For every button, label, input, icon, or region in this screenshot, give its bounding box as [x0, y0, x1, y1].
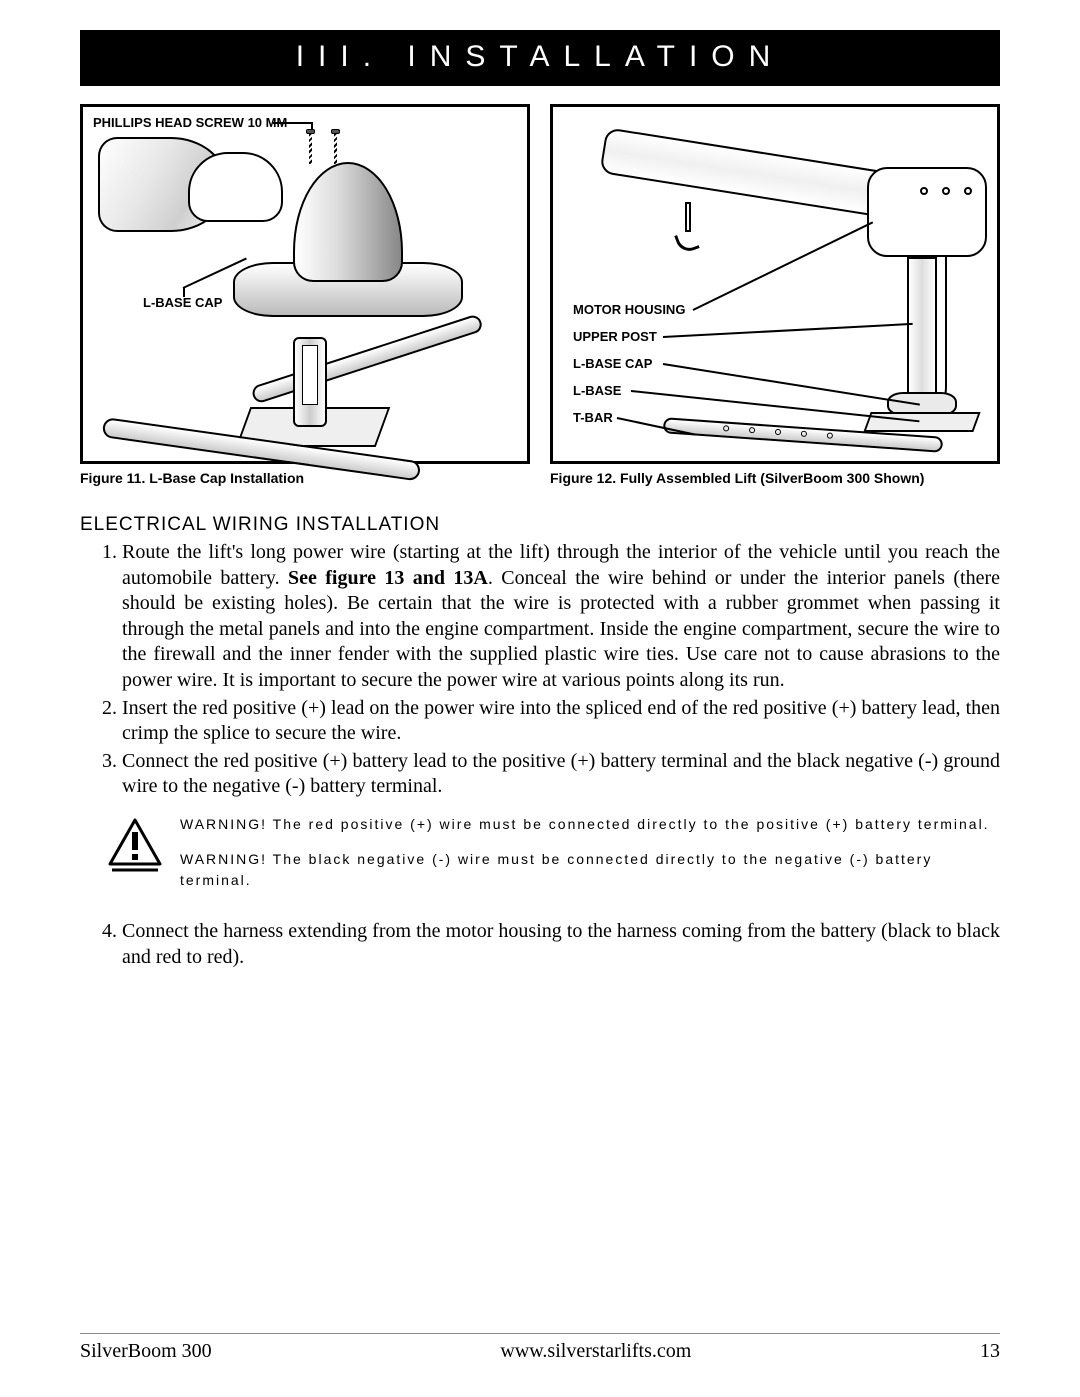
label-phillips-screw: PHILLIPS HEAD SCREW 10 MM [93, 115, 287, 130]
warning-block: WARNING! The red positive (+) wire must … [108, 814, 1000, 905]
footer-page: 13 [980, 1340, 1000, 1363]
leader-line [273, 122, 313, 124]
footer-url: www.silverstarlifts.com [500, 1340, 691, 1363]
lbase-plate-drawing [863, 412, 980, 432]
step-4: Connect the harness extending from the m… [122, 919, 1000, 970]
figure-12-box: MOTOR HOUSING UPPER POST L-BASE CAP L-BA… [550, 104, 1000, 464]
label-lbase-cap: L-BASE CAP [143, 295, 222, 310]
step-3: Connect the red positive (+) battery lea… [122, 749, 1000, 800]
step-1-bold: See figure 13 and 13A [288, 567, 488, 589]
motor-bolts [920, 187, 972, 195]
footer-product: SilverBoom 300 [80, 1340, 212, 1363]
step-2: Insert the red positive (+) lead on the … [122, 696, 1000, 747]
figure-12: MOTOR HOUSING UPPER POST L-BASE CAP L-BA… [550, 104, 1000, 486]
warning-icon [108, 814, 162, 889]
leader-line [663, 323, 913, 338]
warning-2: WARNING! The black negative (-) wire mus… [180, 849, 1000, 891]
label-tbar: T-BAR [573, 410, 613, 425]
warning-1: WARNING! The red positive (+) wire must … [180, 814, 1000, 835]
figure-11-caption: Figure 11. L-Base Cap Installation [80, 470, 530, 486]
hook-drawing [673, 202, 703, 252]
figure-12-caption: Figure 12. Fully Assembled Lift (SilverB… [550, 470, 1000, 486]
warning-text: WARNING! The red positive (+) wire must … [180, 814, 1000, 905]
motor-housing-drawing [867, 167, 987, 257]
leader-line [693, 221, 874, 310]
label-lbase-cap: L-BASE CAP [573, 356, 652, 371]
section-header: III. INSTALLATION [80, 30, 1000, 86]
base-tube [250, 313, 484, 404]
label-upper-post: UPPER POST [573, 329, 657, 344]
hand-drawing [188, 152, 283, 222]
step-1: Route the lift's long power wire (starti… [122, 540, 1000, 694]
subheading-electrical: ELECTRICAL WIRING INSTALLATION [80, 514, 1000, 536]
label-motor-housing: MOTOR HOUSING [573, 302, 685, 317]
label-lbase: L-BASE [573, 383, 621, 398]
steps-list-cont: Connect the harness extending from the m… [80, 919, 1000, 970]
post-inner [302, 345, 318, 405]
steps-list: Route the lift's long power wire (starti… [80, 540, 1000, 800]
screw-icon [308, 129, 313, 165]
page-footer: SilverBoom 300 www.silverstarlifts.com 1… [80, 1333, 1000, 1363]
figure-11-box: PHILLIPS HEAD SCREW 10 MM L-BASE CAP [80, 104, 530, 464]
figures-row: PHILLIPS HEAD SCREW 10 MM L-BASE CAP [80, 104, 1000, 486]
screw-icon [333, 129, 338, 165]
figure-11: PHILLIPS HEAD SCREW 10 MM L-BASE CAP [80, 104, 530, 486]
